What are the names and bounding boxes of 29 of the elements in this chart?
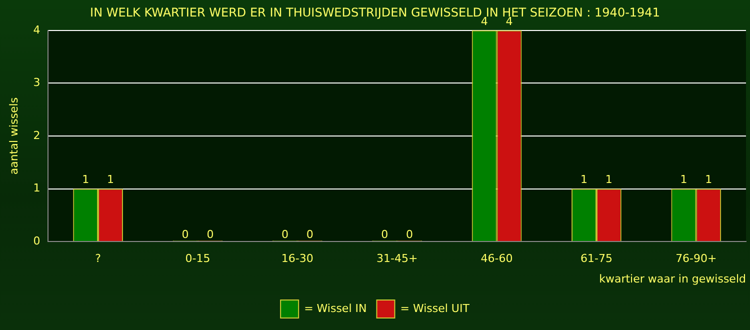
y-tick-label: 3: [33, 76, 40, 90]
y-axis-title: aantal wissels: [7, 97, 20, 175]
data-label: 0: [306, 228, 314, 241]
data-label: 1: [107, 173, 114, 186]
x-tick-label: 16-30: [281, 252, 314, 266]
data-label: 0: [381, 228, 388, 241]
data-label: 0: [206, 228, 214, 241]
data-label: 0: [281, 228, 288, 241]
data-label: 0: [406, 228, 414, 241]
data-label: 1: [705, 173, 712, 186]
data-label: 1: [605, 173, 612, 186]
x-tick-label: 46-60: [480, 252, 513, 266]
x-tick-label: 0-15: [185, 252, 210, 266]
legend-label: = Wissel UIT: [400, 302, 470, 315]
y-tick-label: 2: [33, 128, 40, 142]
data-label: 0: [182, 228, 189, 241]
y-tick-label: 0: [33, 234, 40, 248]
x-tick-label: 31-45+: [376, 252, 418, 266]
y-tick-label: 4: [33, 23, 40, 36]
legend-label: = Wissel IN: [304, 302, 367, 315]
data-label: 4: [480, 14, 488, 28]
data-label: 1: [82, 173, 90, 186]
x-tick-label: 61-75: [580, 252, 612, 266]
y-tick-label: 1: [33, 182, 40, 195]
data-label: 1: [580, 173, 588, 186]
x-tick-label: ?: [95, 252, 102, 266]
x-tick-label: 76-90+: [676, 252, 717, 266]
data-label: 1: [680, 173, 688, 186]
x-axis-title: kwartier waar in gewisseld: [599, 272, 746, 286]
